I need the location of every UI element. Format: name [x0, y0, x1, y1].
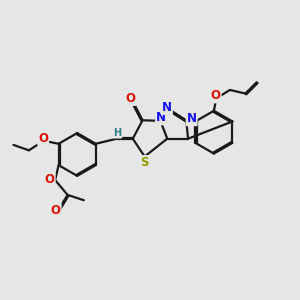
Text: N: N [187, 112, 196, 125]
Text: O: O [45, 173, 55, 186]
Text: O: O [125, 92, 135, 105]
Text: N: N [162, 101, 172, 114]
Text: S: S [140, 156, 149, 169]
Text: H: H [113, 128, 122, 138]
Text: O: O [211, 89, 221, 102]
Text: O: O [51, 203, 61, 217]
Text: N: N [156, 111, 166, 124]
Text: O: O [38, 132, 48, 145]
